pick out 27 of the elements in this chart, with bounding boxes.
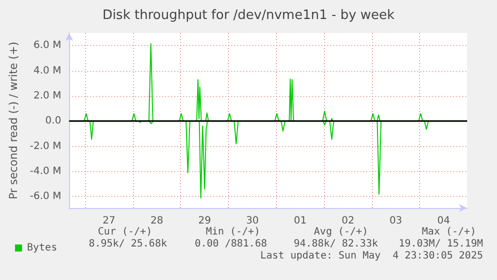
x-tick-label: 27 [102,216,116,226]
x-tick-label: 03 [389,216,402,226]
legend-label: Bytes [27,242,58,254]
text: 94.88k/ 82.33k [294,238,378,250]
text: Cur (-/+) [98,226,152,238]
text: Last update: Sun May 4 23:30:05 2025 [260,250,483,262]
y-tick-label: 4.0 M [34,65,62,76]
x-tick-label: 04 [437,216,450,226]
text: 19.03M/ 15.19M [398,238,483,250]
text: Min (-/+) [206,226,260,238]
text: 8.95k/ 25.68k [88,238,167,250]
x-tick-label: 01 [294,216,307,226]
y-axis-title: Pr second read (-) / write (+) [7,42,20,200]
text: Avg (-/+) [314,226,368,238]
y-tick-label: -2.0 M [30,140,62,152]
y-tick-label: -6.0 M [30,191,62,202]
x-tick-label: 02 [342,216,354,226]
y-tick-label: 6.0 M [34,40,62,52]
text: 0.00 /881.68 [194,238,267,250]
x-tick-label: 30 [246,216,259,226]
chart-title: Disk throughput for /dev/nvme1n1 - by week [102,8,396,23]
x-tick-label: 28 [150,216,164,226]
x-tick-label: 29 [198,216,211,226]
y-tick-label: -4.0 M [30,166,62,177]
text: Max (-/+) [422,226,476,238]
y-tick-label: 0.0 [45,116,62,127]
y-tick-label: 2.0 M [34,90,62,102]
